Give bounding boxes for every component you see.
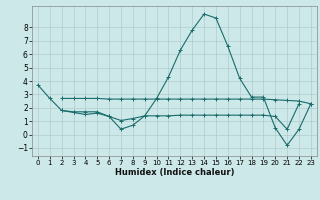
X-axis label: Humidex (Indice chaleur): Humidex (Indice chaleur) (115, 168, 234, 177)
